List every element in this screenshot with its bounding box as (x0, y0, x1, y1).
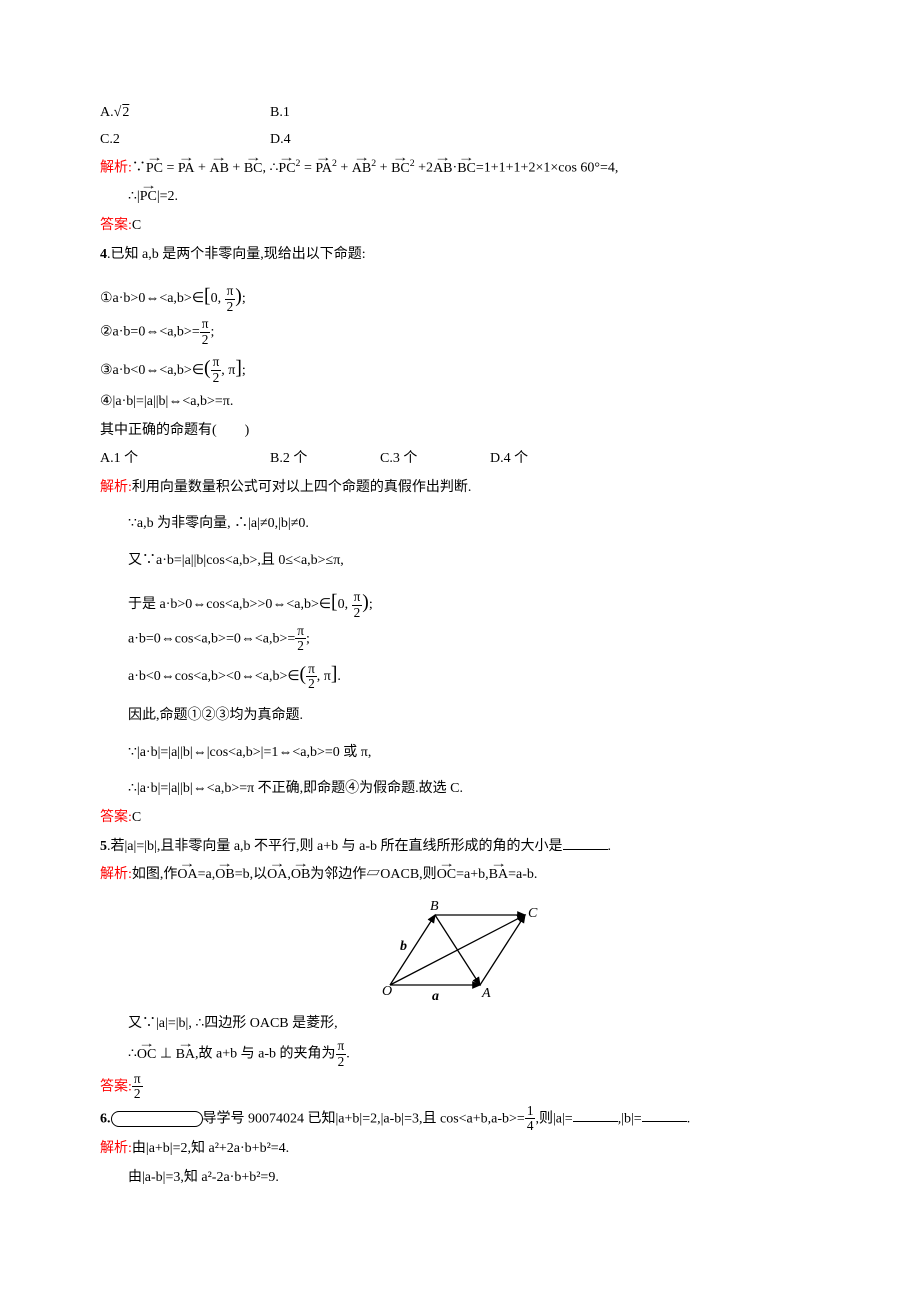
jiexi-label: 解析: (100, 867, 132, 882)
q4-s7: ∵|a·b|=|a||b|⇔|cos<a,b>|=1⇔<a,b>=0 或 π, (100, 740, 820, 767)
q4-answer: 答案:C (100, 805, 820, 832)
jiexi-label: 解析: (100, 480, 132, 495)
q3-jiexi-2: ∴|PC|=2. (100, 184, 820, 211)
q4-options: A.1 个 B.2 个 C.3 个 D.4 个 (100, 446, 820, 473)
svg-text:A: A (481, 986, 491, 1001)
svg-text:B: B (430, 899, 439, 914)
q4-stem: 4.已知 a,b 是两个非零向量,现给出以下命题: (100, 242, 820, 269)
blank-field (573, 1107, 618, 1122)
svg-text:C: C (528, 906, 538, 921)
q5-s2: ∴OC ⊥ BA,故 a+b 与 a-b 的夹角为π2. (100, 1039, 820, 1069)
q5-answer: 答案:π2 (100, 1072, 820, 1102)
svg-text:b: b (400, 939, 407, 954)
q3-option-b: B.1 (270, 100, 440, 127)
q4-prop-3: ③a·b<0⇔<a,b>∈(π2, π]; (100, 350, 820, 387)
q6-jiexi-1: 解析:由|a+b|=2,知 a²+2a·b+b²=4. (100, 1136, 820, 1163)
q5-jiexi: 解析:如图,作OA=a,OB=b,以OA,OB为邻边作▱OACB,则OC=a+b… (100, 862, 820, 889)
daan-label: 答案: (100, 218, 132, 233)
q4-s4: a·b=0⇔cos<a,b>=0⇔<a,b>=π2; (100, 624, 820, 654)
q4-s8: ∴|a·b|=|a||b|⇔<a,b>=π 不正确,即命题④为假命题.故选 C. (100, 776, 820, 803)
q6-jiexi-2: 由|a-b|=3,知 a²-2a·b+b²=9. (100, 1165, 820, 1192)
q4-prop-4: ④|a·b|=|a||b|⇔<a,b>=π. (100, 389, 820, 416)
svg-text:a: a (432, 989, 439, 1004)
jiexi-label: 解析: (100, 1141, 132, 1156)
q3-jiexi: 解析:∵PC = PA + AB + BC, ∴PC2 = PA2 + AB2 … (100, 155, 820, 182)
q3-option-a: A.√2 (100, 100, 270, 127)
blank-field (563, 835, 608, 850)
q4-s2: 又∵a·b=|a||b|cos<a,b>,且 0≤<a,b>≤π, (100, 548, 820, 575)
q3-option-row-1: A.√2 B.1 (100, 100, 820, 127)
q4-question: 其中正确的命题有( ) (100, 418, 820, 445)
q4-s5: a·b<0⇔cos<a,b><0⇔<a,b>∈(π2, π]. (100, 656, 820, 693)
q4-prop-2: ②a·b=0⇔<a,b>=π2; (100, 317, 820, 347)
oval-icon (111, 1111, 203, 1127)
jiexi-label: 解析: (100, 161, 132, 176)
q4-option-d: D.4 个 (490, 446, 600, 473)
svg-text:O: O (382, 984, 392, 999)
q4-jiexi: 解析:利用向量数量积公式可对以上四个命题的真假作出判断. (100, 475, 820, 502)
q6-stem: 6.导学号 90074024 已知|a+b|=2,|a-b|=3,且 cos<a… (100, 1104, 820, 1134)
q4-prop-1: ①a·b>0⇔<a,b>∈[0, π2); (100, 278, 820, 315)
daan-label: 答案: (100, 1079, 132, 1094)
q5-s1: 又∵|a|=|b|, ∴四边形 OACB 是菱形, (100, 1011, 820, 1038)
parallelogram-figure: O A B C a b (360, 895, 560, 1005)
daan-label: 答案: (100, 810, 132, 825)
q4-s1: ∵a,b 为非零向量, ∴|a|≠0,|b|≠0. (100, 511, 820, 538)
blank-field (642, 1107, 687, 1122)
q4-s3: 于是 a·b>0⇔cos<a,b>>0⇔<a,b>∈[0, π2); (100, 584, 820, 621)
q4-s6: 因此,命题①②③均为真命题. (100, 703, 820, 730)
q3-answer: 答案:C (100, 213, 820, 240)
q4-option-b: B.2 个 (270, 446, 380, 473)
q4-option-c: C.3 个 (380, 446, 490, 473)
q4-option-a: A.1 个 (100, 446, 270, 473)
